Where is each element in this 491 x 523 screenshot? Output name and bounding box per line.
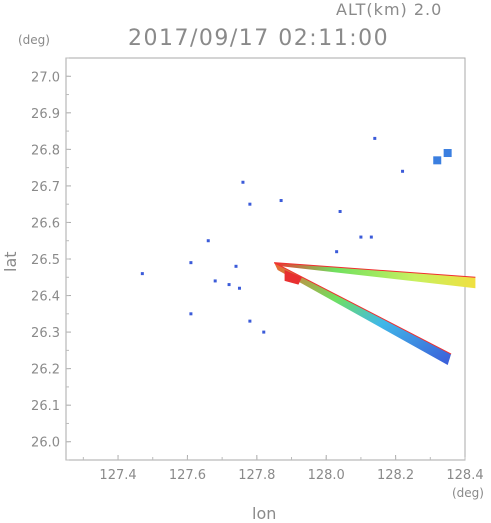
plot-frame [65,57,466,461]
x-axis-unit: (deg) [452,486,484,500]
echo-point [359,235,363,239]
y-tick-label: 26.1 [31,399,60,414]
echo-point [262,330,266,334]
echo-streaks [273,262,476,365]
y-tick-label: 27.0 [31,70,60,85]
echo-point [234,264,238,268]
echo-point [237,286,241,290]
y-tick-label: 26.4 [31,290,60,305]
echo-point [338,209,342,213]
y-tick-label: 26.3 [31,326,60,341]
echo-point [401,169,405,173]
echo-point [443,149,452,158]
echo-point [335,250,339,254]
y-tick-label: 26.9 [31,107,60,122]
echo-points [140,136,452,334]
y-tick-label: 26.2 [31,363,60,378]
x-tick-label: 128.0 [308,468,345,483]
chart-title-timestamp: 2017/09/17 02:11:00 [128,26,390,51]
echo-point [373,136,377,140]
x-tick-label: 127.4 [99,468,136,483]
echo-point [140,272,144,276]
x-tick-label: 128.4 [446,468,483,483]
echo-point [279,199,283,203]
x-axis-label: lon [252,504,277,523]
y-tick-label: 26.7 [31,180,60,195]
y-tick-label: 26.8 [31,143,60,158]
y-axis-unit: (deg) [18,33,50,47]
red-echo-fragment [284,269,302,285]
upper-streak [274,262,476,289]
echo-point [433,156,442,165]
y-tick-label: 26.0 [31,436,60,451]
lower-streak-edge [273,262,452,355]
upper-streak-edge [274,262,476,278]
echo-point [248,319,252,323]
echo-point [248,202,252,206]
echo-point [213,279,217,283]
echo-point [189,261,193,265]
echo-point [369,235,373,239]
echo-point [206,239,210,243]
echo-point [189,312,193,316]
axes: 26.0 26.1 26.2 26.3 26.4 26.5 26.6 26.7 26.8 26.9… [31,57,484,483]
y-tick-label: 26.6 [31,216,60,231]
x-tick-label: 127.8 [238,468,275,483]
echo-point [227,283,231,287]
altitude-label: ALT(km) 2.0 [336,0,443,19]
echo-point [241,180,245,184]
x-tick-label: 127.6 [169,468,206,483]
y-tick-label: 26.5 [31,253,60,268]
lower-streak [274,262,452,365]
x-tick-label: 128.2 [377,468,414,483]
